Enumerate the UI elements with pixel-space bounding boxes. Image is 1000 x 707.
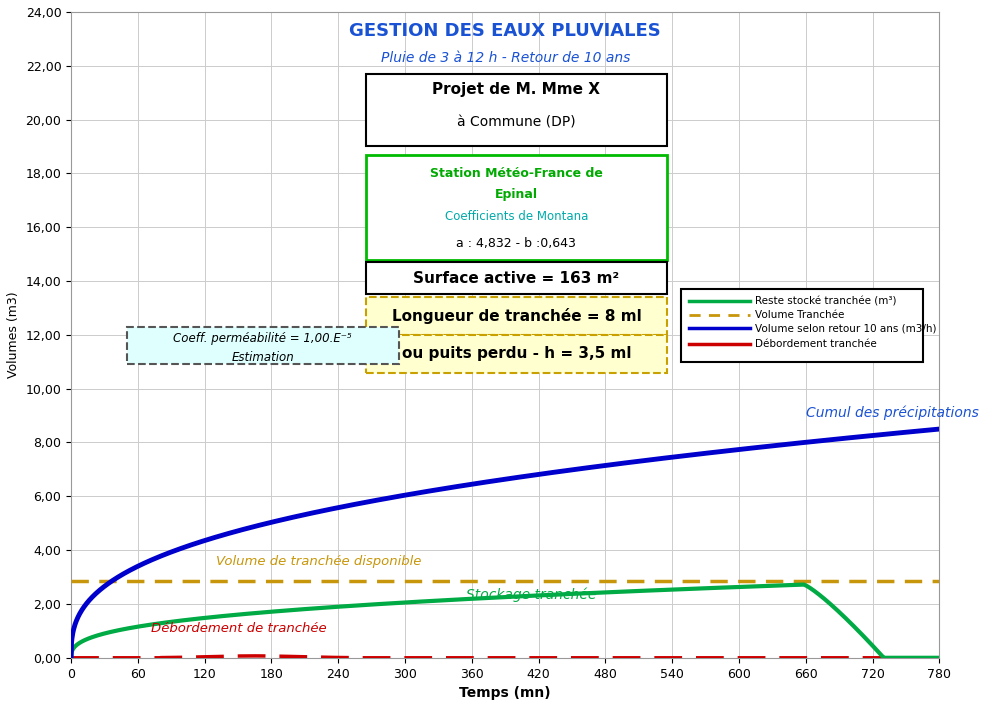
Text: Coefficients de Montana: Coefficients de Montana [445,210,588,223]
Text: Reste stocké tranchée (m³): Reste stocké tranchée (m³) [755,296,896,306]
FancyBboxPatch shape [366,297,667,335]
Text: ou puits perdu - h = 3,5 ml: ou puits perdu - h = 3,5 ml [402,346,631,361]
Text: Estimation: Estimation [231,351,294,364]
Y-axis label: Volumes (m3): Volumes (m3) [7,291,20,378]
Text: Station Météo-France de: Station Météo-France de [430,167,603,180]
FancyBboxPatch shape [681,289,923,362]
Text: Projet de M. Mme X: Projet de M. Mme X [432,83,600,98]
Text: Volume selon retour 10 ans (m3/h): Volume selon retour 10 ans (m3/h) [755,323,936,333]
FancyBboxPatch shape [366,155,667,259]
Text: a : 4,832 - b :0,643: a : 4,832 - b :0,643 [456,237,576,250]
FancyBboxPatch shape [366,74,667,146]
X-axis label: Temps (mn): Temps (mn) [459,686,551,700]
Text: Longueur de tranchée = 8 ml: Longueur de tranchée = 8 ml [392,308,641,324]
Text: Volume de tranchée disponible: Volume de tranchée disponible [216,554,421,568]
Text: à Commune (DP): à Commune (DP) [457,115,576,129]
Text: Volume Tranchée: Volume Tranchée [755,310,844,320]
Text: Débordement de tranchée: Débordement de tranchée [151,622,327,635]
FancyBboxPatch shape [366,262,667,295]
Text: Coeff. perméabilité = 1,00.E⁻⁵: Coeff. perméabilité = 1,00.E⁻⁵ [173,332,352,346]
FancyBboxPatch shape [366,335,667,373]
Text: Stockage tranchée: Stockage tranchée [466,588,597,602]
Text: Cumul des précipitations: Cumul des précipitations [806,405,979,420]
Text: Débordement tranchée: Débordement tranchée [755,339,876,349]
Text: Surface active = 163 m²: Surface active = 163 m² [413,271,619,286]
Text: Pluie de 3 à 12 h - Retour de 10 ans: Pluie de 3 à 12 h - Retour de 10 ans [381,51,630,65]
Text: Epinal: Epinal [495,189,538,201]
Text: GESTION DES EAUX PLUVIALES: GESTION DES EAUX PLUVIALES [349,22,661,40]
FancyBboxPatch shape [127,327,399,365]
